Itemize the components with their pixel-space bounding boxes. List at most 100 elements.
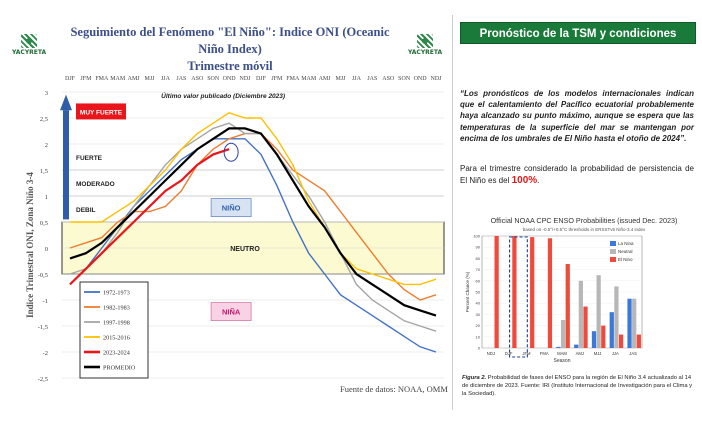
xtick-label: JFM [271, 76, 283, 82]
xtick-label: JJA [161, 76, 171, 82]
bar-category-label: MJJ [594, 351, 602, 356]
bar-ylabel: Percent Chance (%) [465, 271, 470, 312]
bar [609, 312, 614, 348]
bar-category-label: AMJ [576, 351, 584, 356]
bar-ytick-label: 0 [478, 346, 481, 351]
xtick-label: DJF [256, 76, 267, 82]
bar [636, 334, 641, 348]
xtick-label: JAS [367, 76, 377, 82]
bar-legend-label: Neutral [618, 249, 633, 254]
xtick-label: DJF [65, 76, 76, 82]
bar-ytick-label: 80 [476, 256, 481, 261]
yacyreta-logo-right: YACYRETA [408, 34, 442, 56]
chart-title-line1: Seguimiento del Fenómeno "El Niño": Indi… [70, 25, 390, 56]
bar-category-label: FMA [540, 351, 549, 356]
bar-ytick-label: 50 [476, 290, 481, 295]
ytick-label: 2 [45, 142, 48, 149]
caption-bold: Figura 2. [462, 375, 487, 381]
ytick-label: 3 [45, 90, 48, 97]
legend-label: 1972-1973 [103, 290, 130, 297]
bar [556, 346, 561, 348]
persistence-value: 100% [511, 175, 538, 186]
forecast-quote: “Los pronósticos de los modelos internac… [460, 89, 694, 143]
ytick-label: -1 [43, 298, 48, 305]
chart-title: Seguimiento del Fenómeno "El Niño": Indi… [60, 24, 400, 75]
intensity-arrow-shaft [63, 110, 69, 220]
nino-box [210, 198, 252, 218]
bar-legend-label: El Nino [618, 257, 633, 262]
last-value-note: Último valor publicado (Diciembre 2023) [161, 91, 285, 100]
persistence-text: Para el trimestre considerado la probabi… [460, 163, 694, 187]
xtick-label: FMA [286, 76, 300, 82]
chart-title-line2: Trimestre móvil [187, 59, 273, 73]
bar-category-label: JJA [612, 351, 619, 356]
ytick-label: 1 [45, 194, 48, 201]
logo-text-left: YACYRETA [12, 49, 47, 56]
band-label: FUERTE [76, 155, 103, 162]
legend-label: 1982-1983 [103, 305, 130, 312]
bar-ytick-label: 20 [476, 323, 481, 328]
logo-text-right: YACYRETA [408, 49, 443, 56]
bar-ytick-label: 40 [476, 301, 481, 306]
ytick-label: -0,5 [38, 272, 48, 279]
bar-chart-subtitle: based on -0.5°/+0.5°C thresholds in ERSS… [522, 227, 646, 232]
nina-label: NIÑA [222, 308, 241, 317]
bar-legend-swatch [610, 257, 616, 262]
bar [547, 238, 553, 348]
xtick-label: OND [414, 76, 428, 82]
bar [512, 236, 517, 348]
series-line [69, 148, 230, 286]
forecast-title: Pronóstico de la TSM y condiciones ENSO. [460, 22, 696, 62]
nino-label: NIÑO [222, 204, 241, 213]
bar [560, 320, 566, 348]
ytick-label: 2,5 [40, 116, 48, 123]
xtick-label: AMJ [128, 76, 141, 82]
bar [614, 286, 619, 348]
bar-legend-swatch [610, 241, 616, 246]
enso-probability-bar-chart: 0 10 20 30 40 50 60 70 80 90 100 NDJ DJF JFM FMA MAM AMJ… [465, 234, 643, 364]
bar-ytick-label: 30 [476, 312, 481, 317]
bar [627, 298, 632, 348]
panel-divider [452, 15, 453, 410]
bar [565, 264, 570, 348]
xtick-label: MAM [110, 76, 126, 82]
bar [618, 334, 624, 348]
source-note: Fuente de datos: NOAA, OMM [340, 384, 448, 394]
yacyreta-logo-left: YACYRETA [12, 34, 46, 56]
xtick-label: JFM [80, 76, 92, 82]
legend-label: 2015-2016 [103, 335, 130, 342]
yacyreta-mark-icon [21, 34, 38, 48]
xtick-label: JJA [352, 76, 362, 82]
xtick-label: MAM [301, 76, 317, 82]
bar-category-label: JAS [629, 351, 637, 356]
xtick-label: SON [398, 76, 411, 82]
ytick-label: 1,5 [40, 168, 48, 175]
bar-ytick-label: 90 [476, 245, 481, 250]
xtick-label: FMA [95, 76, 109, 82]
xtick-label: NDJ [240, 76, 252, 82]
muy-fuerte-box [76, 103, 126, 120]
bar-xlabel: Season [554, 358, 571, 364]
neutro-label: NEUTRO [230, 246, 260, 253]
xtick-label: JAS [176, 76, 186, 82]
bar [601, 325, 606, 348]
bar-category-label: DJF [505, 351, 513, 356]
xtick-label: ASO [191, 76, 204, 82]
figure-caption: Figura 2. Probabilidad de fases del ENSO… [462, 374, 694, 398]
bar-category-label: JFM [522, 351, 531, 356]
xtick-label: MJJ [145, 76, 156, 82]
legend-label: PROMEDIO [103, 365, 136, 372]
ytick-label: 0,5 [40, 220, 48, 227]
series-line [69, 132, 437, 301]
persistence-label: Para el trimestre considerado la probabi… [460, 164, 694, 185]
bar-ytick-label: 70 [476, 267, 481, 272]
legend-label: 2023-2024 [103, 350, 130, 357]
persistence-end: . [537, 176, 540, 185]
bar-ytick-label: 100 [473, 234, 480, 239]
xtick-label: OND [223, 76, 237, 82]
bar-legend-label: La Nina [618, 241, 634, 246]
bar [632, 298, 637, 348]
bar [591, 331, 597, 348]
chart-ylabel: Indice Trimestral ONI, Zona Niño 3-4 [25, 172, 35, 318]
